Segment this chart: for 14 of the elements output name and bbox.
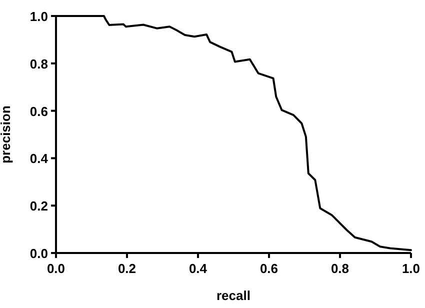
x-tick-label: 0.6 xyxy=(260,261,278,276)
y-tick-label: 0.0 xyxy=(30,246,48,261)
x-tick-label: 1.0 xyxy=(402,261,420,276)
y-tick-label: 1.0 xyxy=(30,9,48,24)
x-axis-title: recall xyxy=(216,288,250,303)
x-tick-label: 0.0 xyxy=(46,261,66,276)
x-tick-label: 0.2 xyxy=(118,261,136,276)
y-tick-label: 0.8 xyxy=(30,56,48,72)
x-tick-label: 0.4 xyxy=(188,261,208,276)
y-tick-label: 0.6 xyxy=(30,104,48,119)
y-axis-title: precision xyxy=(0,106,13,164)
y-tick-label: 0.2 xyxy=(30,198,48,214)
x-tick-label: 0.8 xyxy=(330,261,350,276)
y-tick-label: 0.4 xyxy=(30,151,49,166)
